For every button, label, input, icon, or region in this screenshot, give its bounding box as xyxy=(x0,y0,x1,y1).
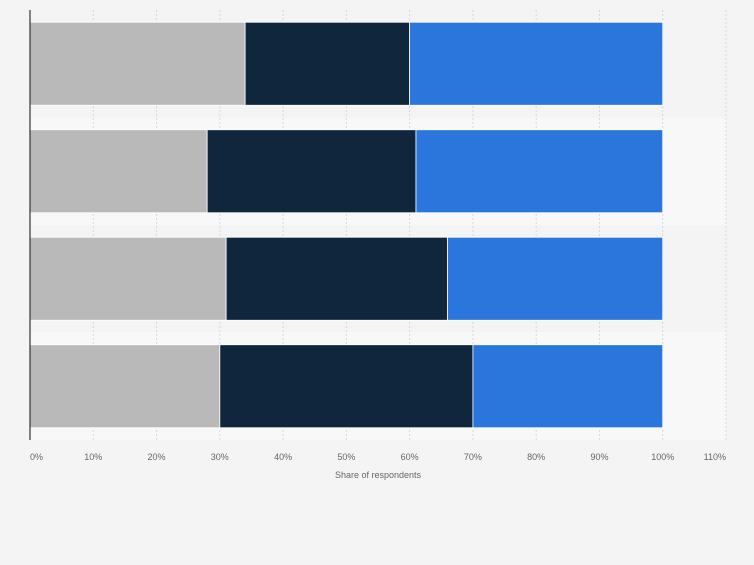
x-tick-label: 0% xyxy=(30,452,43,462)
x-tick-label: 100% xyxy=(651,452,674,462)
bar-segment xyxy=(225,236,449,321)
bar-segment xyxy=(447,236,664,321)
x-tick-label: 10% xyxy=(84,452,102,462)
bars xyxy=(29,21,664,429)
x-tick-label: 50% xyxy=(337,452,355,462)
x-tick-label: 20% xyxy=(148,452,166,462)
bar-segment xyxy=(206,129,417,214)
x-tick-label: 70% xyxy=(464,452,482,462)
x-tick-label: 30% xyxy=(211,452,229,462)
bar-segment xyxy=(29,344,221,429)
x-tick-labels: 0% 10% 20% 30% 40% 50% 60% 70% 80% 90% 100% 110% xyxy=(30,452,726,462)
bar-segment xyxy=(219,344,474,429)
bar-segment xyxy=(409,21,664,106)
bar-segment xyxy=(244,21,411,106)
x-tick-label: 90% xyxy=(590,452,608,462)
x-tick-label: 40% xyxy=(274,452,292,462)
bar-segment xyxy=(29,21,246,106)
x-tick-label: 80% xyxy=(527,452,545,462)
bar-segment xyxy=(29,236,227,321)
x-tick-label: 60% xyxy=(401,452,419,462)
x-tick-label: 110% xyxy=(704,452,726,462)
x-axis-label: Share of respondents xyxy=(335,470,422,480)
bar-segment xyxy=(29,129,208,214)
bar-segment xyxy=(415,129,664,214)
bar-segment xyxy=(472,344,664,429)
